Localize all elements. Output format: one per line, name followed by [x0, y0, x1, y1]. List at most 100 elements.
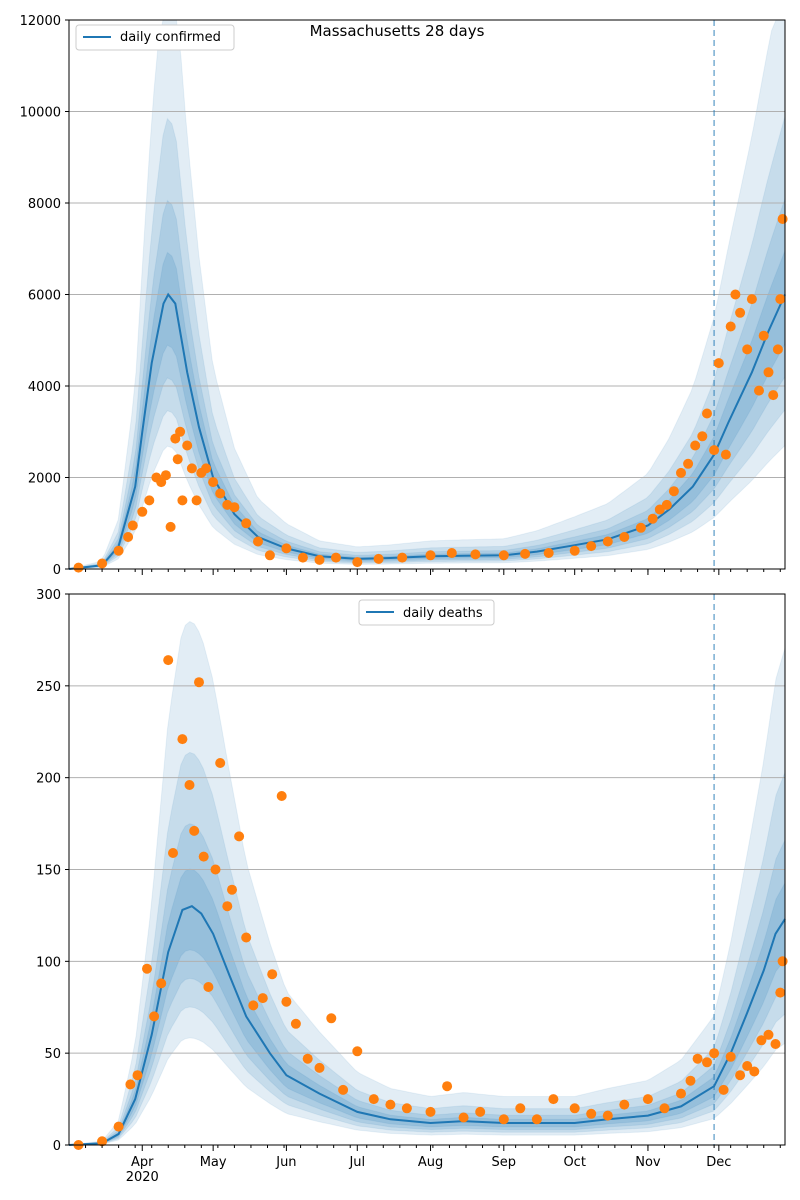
p2-point-64	[775, 987, 786, 998]
p2-xtick-label-8: Dec	[706, 1155, 731, 1170]
p2-xtick-label-7: Nov	[635, 1155, 661, 1170]
p1-ytick-label-3: 6000	[28, 289, 61, 304]
p1-point-10	[165, 521, 176, 532]
p1-point-29	[314, 554, 325, 565]
p1-point-17	[191, 495, 202, 506]
p2-point-28	[290, 1018, 301, 1029]
p2-point-37	[425, 1106, 436, 1117]
p1-ytick-label-0: 0	[53, 563, 61, 578]
deaths-legend-label: daily deaths	[403, 606, 483, 621]
deaths-legend-box	[358, 599, 495, 626]
p2-point-57	[725, 1051, 736, 1062]
p1-point-0	[73, 562, 84, 573]
p1-point-60	[742, 344, 753, 355]
p1-point-64	[763, 367, 774, 378]
p2-point-62	[763, 1029, 774, 1040]
p2-point-45	[569, 1103, 580, 1114]
confirmed-panel: 0 2000 4000 6000 8000 10000 12000 Massachusett…	[20, 14, 788, 578]
p1-point-51	[690, 440, 701, 451]
p1-point-16	[186, 463, 197, 474]
confirmed-legend: daily confirmed	[75, 24, 235, 51]
p2-point-56	[718, 1084, 729, 1095]
p1-point-38	[520, 548, 531, 559]
p2-point-6	[149, 1011, 160, 1022]
p1-point-13	[175, 426, 186, 437]
p2-point-52	[685, 1075, 696, 1086]
p1-point-44	[635, 522, 646, 533]
p1-point-45	[647, 513, 658, 524]
p1-point-52	[697, 431, 708, 442]
p1-point-67	[775, 294, 786, 305]
confirmed-scatter-points	[73, 214, 788, 573]
p1-point-27	[281, 543, 292, 554]
confirmed-legend-label: daily confirmed	[120, 30, 221, 45]
p1-point-15	[182, 440, 193, 451]
p2-point-39	[458, 1112, 469, 1123]
p2-point-35	[385, 1099, 396, 1110]
p1-point-34	[425, 550, 436, 561]
p2-point-51	[676, 1088, 686, 1099]
p1-point-43	[619, 532, 630, 542]
p1-point-57	[725, 321, 736, 332]
p1-point-63	[758, 330, 769, 341]
p2-point-26	[276, 791, 287, 801]
p2-point-25	[267, 969, 278, 980]
p2-ytick-label-3: 150	[36, 864, 61, 879]
p1-point-39	[543, 548, 554, 558]
p1-point-30	[331, 552, 341, 563]
p2-point-16	[203, 982, 214, 992]
p1-point-25	[253, 536, 263, 547]
p1-point-49	[676, 467, 686, 478]
p2-point-44	[548, 1094, 559, 1105]
p1-point-24	[241, 518, 252, 529]
p1-point-14	[177, 495, 188, 506]
p2-point-1	[97, 1136, 108, 1147]
p1-point-26	[264, 550, 275, 561]
p2-point-23	[248, 1000, 259, 1011]
p2-point-58	[735, 1070, 746, 1081]
p1-point-5	[137, 506, 148, 517]
p1-point-53	[702, 408, 712, 419]
p1-point-2	[113, 545, 124, 556]
p1-point-54	[709, 445, 720, 456]
p2-point-13	[189, 825, 200, 836]
p1-point-47	[661, 499, 672, 510]
p2-xtick-label-6: Oct	[563, 1155, 585, 1170]
p1-point-32	[373, 553, 384, 564]
p2-xtick-label-4: Aug	[418, 1155, 443, 1170]
p2-point-59	[742, 1061, 753, 1071]
p1-ytick-label-1: 2000	[28, 472, 61, 487]
p1-point-12	[172, 454, 183, 465]
p1-point-40	[569, 545, 580, 556]
confirmed-y-axis: 0 2000 4000 6000 8000 10000 12000	[20, 14, 69, 578]
p1-point-9	[160, 470, 171, 481]
p2-point-11	[177, 734, 188, 745]
p2-point-2	[113, 1121, 124, 1132]
p2-xtick-label-1: May	[200, 1155, 227, 1170]
deaths-line-series	[68, 905, 786, 1146]
p2-point-61	[756, 1035, 767, 1046]
p1-point-36	[470, 549, 481, 560]
p1-point-61	[746, 294, 757, 305]
p2-point-60	[749, 1066, 760, 1077]
p2-ytick-label-2: 100	[36, 955, 61, 970]
p2-point-42	[515, 1103, 526, 1114]
p2-point-49	[642, 1094, 653, 1105]
p1-point-21	[215, 488, 226, 499]
p2-point-29	[302, 1053, 313, 1064]
p2-point-15	[198, 851, 209, 862]
p1-point-19	[201, 463, 212, 474]
p2-point-47	[602, 1110, 613, 1121]
p2-ytick-label-0: 0	[53, 1139, 61, 1154]
p2-point-4	[132, 1070, 143, 1081]
p1-point-59	[735, 307, 746, 318]
p1-ytick-label-5: 10000	[20, 106, 61, 121]
p1-ytick-label-4: 8000	[28, 197, 61, 212]
p2-point-40	[475, 1106, 486, 1117]
p2-point-24	[257, 993, 268, 1004]
p1-point-68	[777, 214, 788, 224]
p2-point-48	[619, 1099, 630, 1110]
deaths-legend: daily deaths	[358, 599, 495, 626]
p2-xtick-label-3: Jul	[348, 1155, 365, 1170]
